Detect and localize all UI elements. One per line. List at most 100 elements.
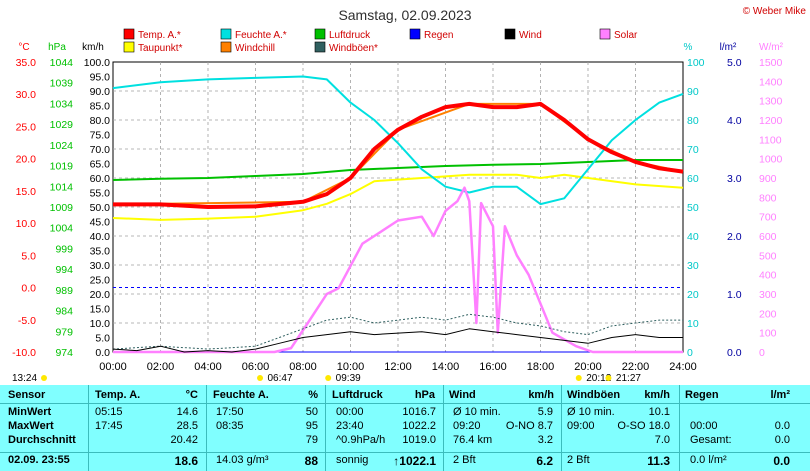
table-row-label: MaxWert xyxy=(8,420,54,432)
tick-x: 16:00 xyxy=(479,361,507,373)
tick-temp: 15.0 xyxy=(16,186,37,198)
table-cell: 09:20 xyxy=(453,420,481,432)
axis-ticks: 35.0 30.0 25.0 20.0 15.0 10.0 5.0 0.0 -5.0 -10.0 1… xyxy=(12,57,782,373)
tick-wind: 10.0 xyxy=(90,318,111,330)
legend-swatch xyxy=(314,41,326,53)
tick-solar: 500 xyxy=(759,250,777,262)
marker-moon-icon xyxy=(325,375,332,381)
tick-rain: 5.0 xyxy=(727,57,742,69)
tick-temp: 20.0 xyxy=(16,154,37,166)
tick-solar: 800 xyxy=(759,192,777,204)
legend-label: Windböen* xyxy=(329,43,378,54)
marker-sunset: 20:12 xyxy=(586,373,611,384)
tick-press: 984 xyxy=(55,306,73,318)
table-cell: 14.6 xyxy=(176,406,198,418)
legend-label: Solar xyxy=(614,30,638,41)
tick-press: 974 xyxy=(55,347,73,359)
tick-solar: 1400 xyxy=(759,76,783,88)
legend-swatch xyxy=(504,28,516,40)
tick-rain: 1.0 xyxy=(727,289,742,301)
axis-unit-press: hPa xyxy=(48,42,66,53)
table-header-cell: km/h xyxy=(644,389,670,401)
legend-label: Regen xyxy=(424,30,453,41)
tick-hum: 0 xyxy=(687,347,693,359)
tick-press: 1009 xyxy=(50,202,74,214)
table-cell: 0.0 xyxy=(774,420,790,432)
axis-unit-wind: km/h xyxy=(82,42,104,53)
tick-temp: 10.0 xyxy=(16,218,37,230)
table-header-cell: km/h xyxy=(528,389,554,401)
tick-press: 1039 xyxy=(50,78,74,90)
tick-wind: 60.0 xyxy=(90,173,111,185)
table-divider xyxy=(325,385,326,471)
table-cell: 23:40 xyxy=(336,420,364,432)
tick-x: 22:00 xyxy=(622,361,650,373)
tick-wind: 65.0 xyxy=(90,159,111,171)
tick-temp: 0.0 xyxy=(21,283,36,295)
tick-x: 02:00 xyxy=(147,361,175,373)
tick-x: 20:00 xyxy=(574,361,602,373)
table-cell: 7.0 xyxy=(654,434,670,446)
tick-x: 00:00 xyxy=(99,361,127,373)
table-cell: 6.2 xyxy=(536,454,553,468)
tick-temp: -10.0 xyxy=(12,347,36,359)
legend-label: Wind xyxy=(519,30,542,41)
tick-hum: 100 xyxy=(687,57,705,69)
table-cell: 18.6 xyxy=(174,454,198,468)
tick-solar: 1200 xyxy=(759,115,783,127)
table-header-cell: Feuchte A. xyxy=(213,389,269,401)
legend-swatch xyxy=(220,28,232,40)
tick-hum: 40 xyxy=(687,231,699,243)
tick-press: 1029 xyxy=(50,119,74,131)
table-cell: ↑1022.1 xyxy=(393,454,436,468)
tick-wind: 45.0 xyxy=(90,217,111,229)
legend: Temp. A.* Feuchte A.* Luftdruck Regen Wind So… xyxy=(123,28,638,54)
tick-rain: 0.0 xyxy=(727,347,742,359)
axis-unit-rain: l/m² xyxy=(720,42,737,53)
table-cell: 11.3 xyxy=(647,454,670,468)
table-cell: 09:00 xyxy=(567,420,595,432)
table-cell: 79 xyxy=(305,434,318,446)
legend-swatch xyxy=(123,28,135,40)
tick-press: 999 xyxy=(55,243,73,255)
table-cell: 2 Bft xyxy=(567,454,590,466)
tick-rain: 3.0 xyxy=(727,173,742,185)
tick-hum: 10 xyxy=(687,318,699,330)
tick-x: 12:00 xyxy=(384,361,412,373)
table-cell: 05:15 xyxy=(95,406,123,418)
table-cell: 0.0 l/m² xyxy=(690,454,727,466)
tick-solar: 200 xyxy=(759,308,777,320)
tick-hum: 80 xyxy=(687,115,699,127)
tick-x: 18:00 xyxy=(527,361,555,373)
table-cell: 88 xyxy=(304,454,318,468)
table-cell: 0.0 xyxy=(773,454,790,468)
tick-wind: 25.0 xyxy=(90,275,111,287)
table-cell: Ø 10 min. xyxy=(453,406,501,418)
tick-hum: 60 xyxy=(687,173,699,185)
tick-x: 06:00 xyxy=(242,361,270,373)
tick-solar: 100 xyxy=(759,328,777,340)
tick-wind: 85.0 xyxy=(90,101,111,113)
tick-press: 1034 xyxy=(50,98,74,110)
table-row: MaxWert 17:45 28.5 08:35 95 23:40 1022.2 09:20 O… xyxy=(0,420,810,434)
table-cell: 08:35 xyxy=(216,420,244,432)
table-cell: O-SO 18.0 xyxy=(617,420,670,432)
legend-label: Taupunkt* xyxy=(138,43,183,54)
series-tempa xyxy=(113,101,684,209)
table-cell: 1022.2 xyxy=(402,420,436,432)
table-cell: 0.0 xyxy=(774,434,790,446)
series-lines xyxy=(112,75,684,354)
sun-markers: 13:24 06:47 09:39 20:12 21:27 xyxy=(12,373,641,384)
tick-solar: 600 xyxy=(759,231,777,243)
tick-x: 10:00 xyxy=(337,361,365,373)
table-header-cell: Regen xyxy=(685,389,719,401)
table-cell: 2 Bft xyxy=(453,454,476,466)
tick-wind: 15.0 xyxy=(90,304,111,316)
legend-label: Luftdruck xyxy=(329,30,371,41)
table-cell: Gesamt: xyxy=(690,434,732,446)
chart-title: Samstag, 02.09.2023 xyxy=(338,7,471,23)
weather-chart: Samstag, 02.09.2023 © Weber Mike Temp. A… xyxy=(12,6,806,384)
table-header-cell: °C xyxy=(185,389,198,401)
tick-wind: 90.0 xyxy=(90,86,111,98)
tick-rain: 2.0 xyxy=(727,231,742,243)
